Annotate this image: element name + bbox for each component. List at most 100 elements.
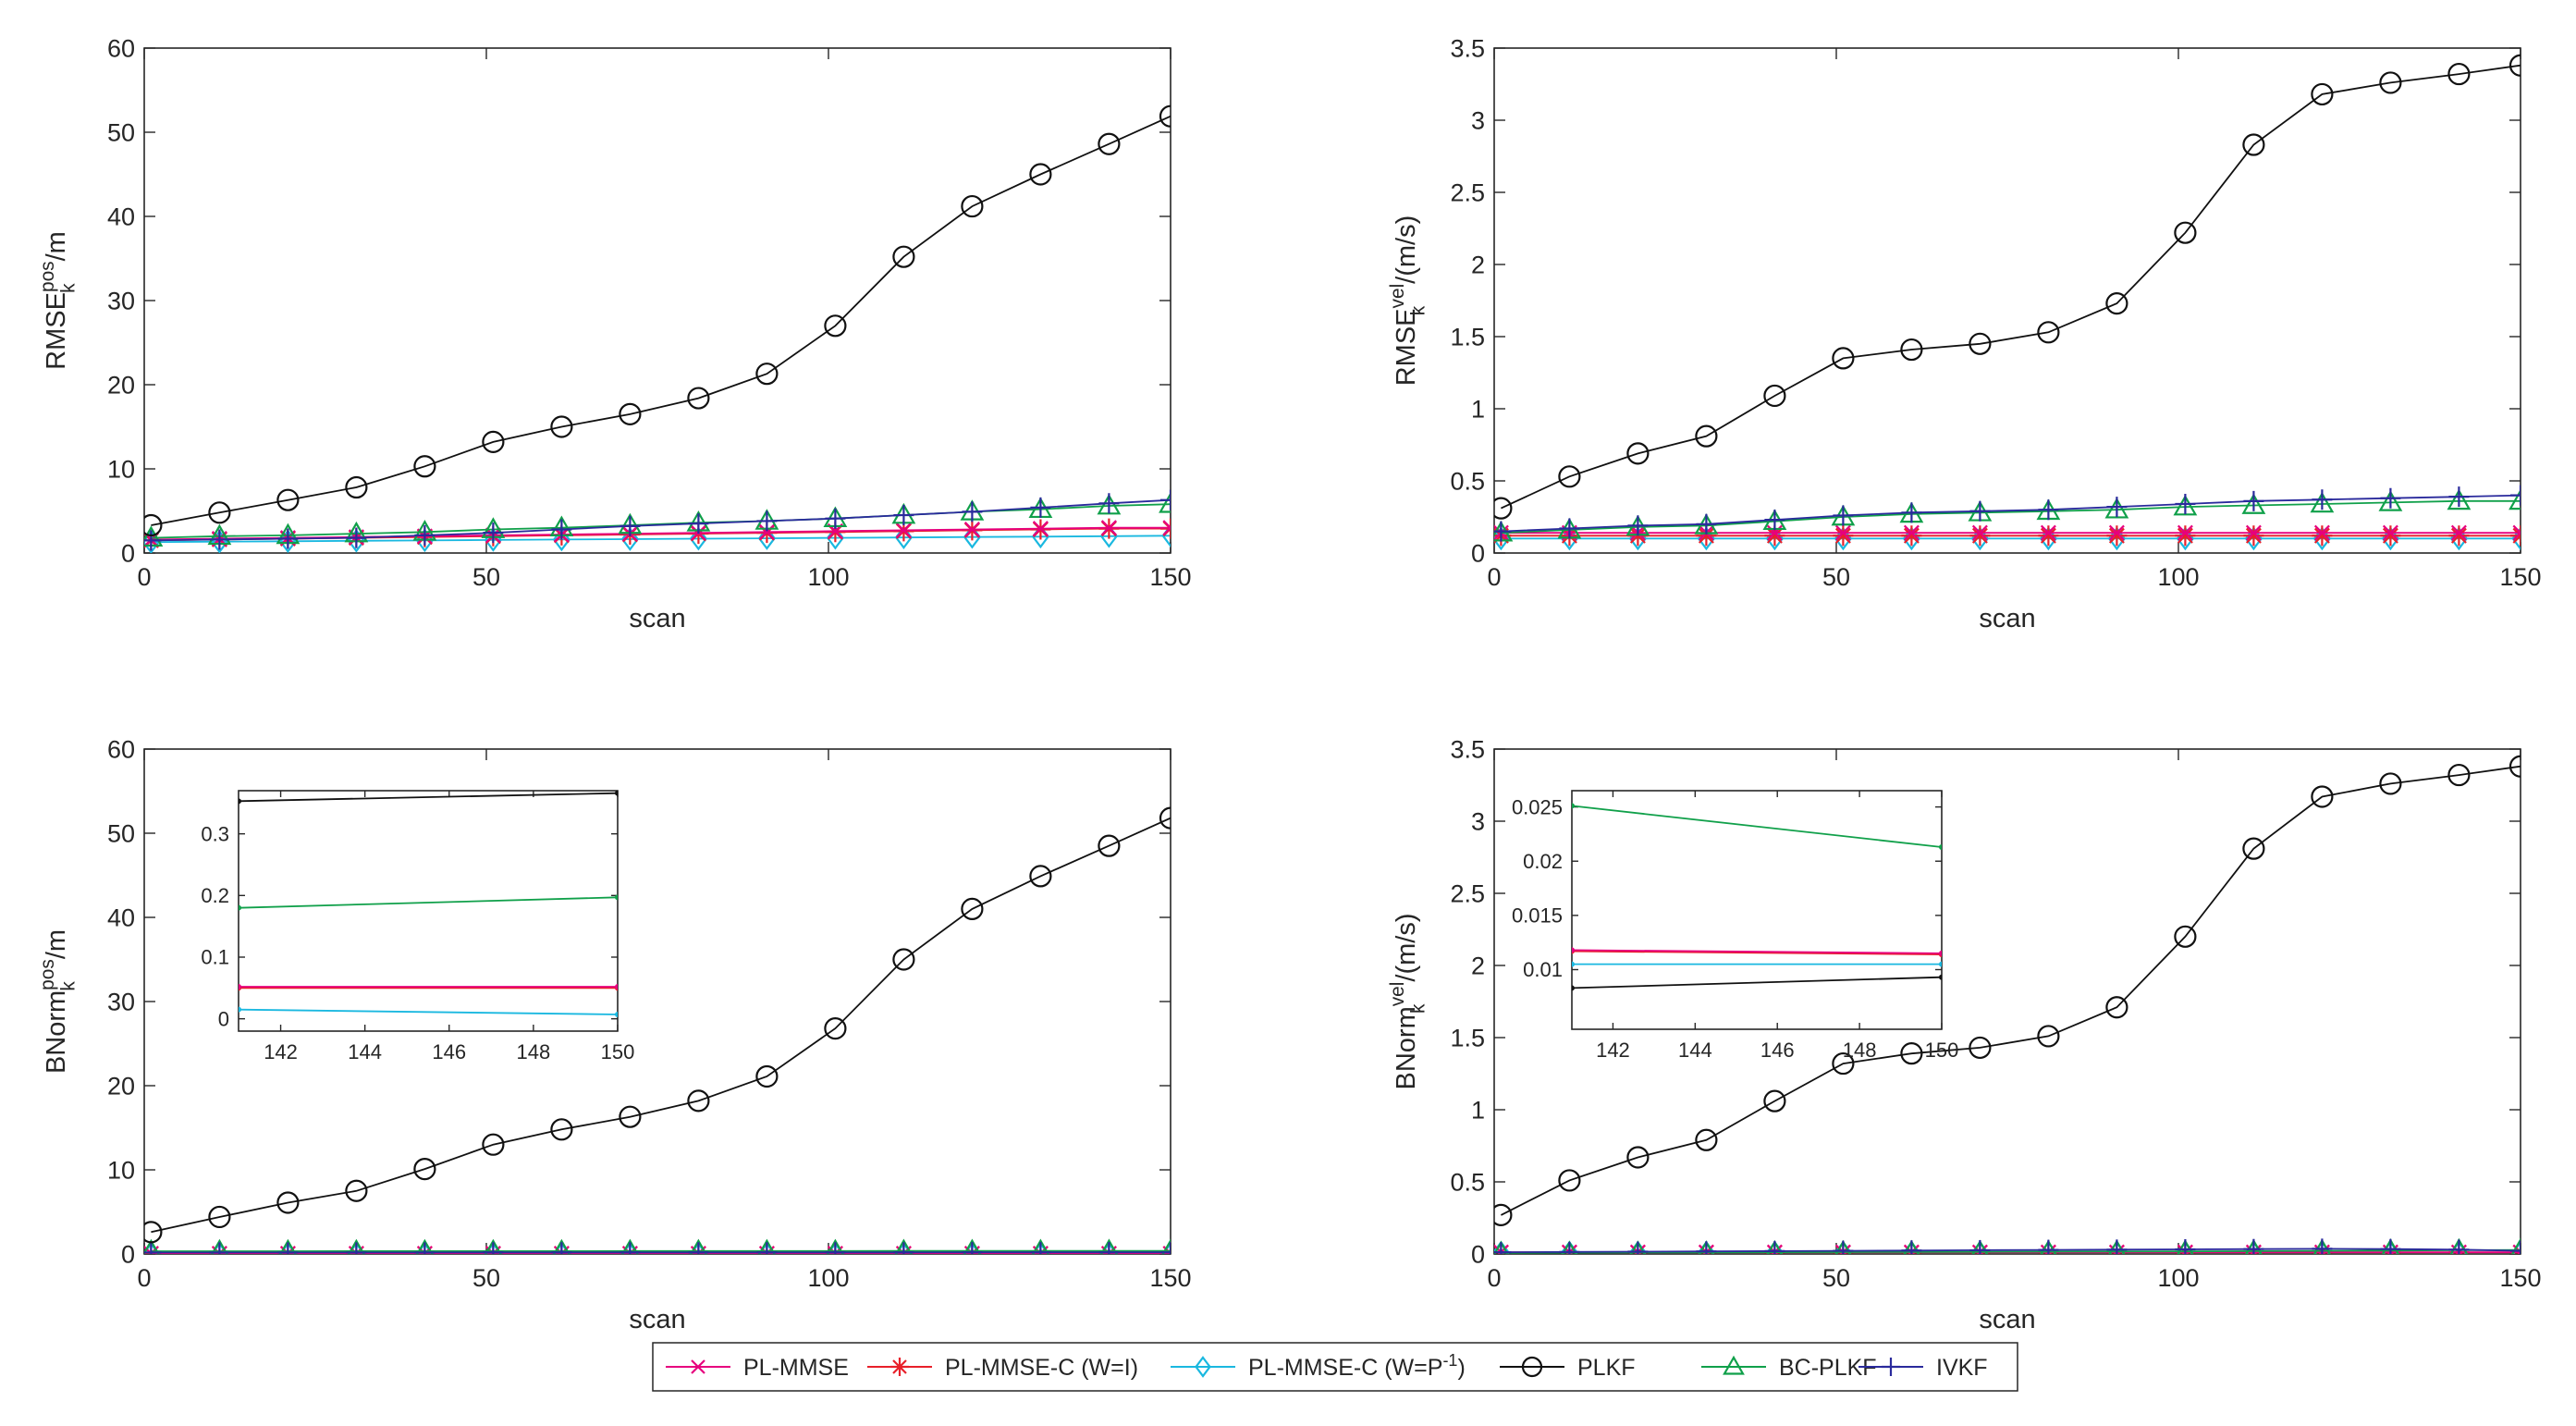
data-point: [483, 522, 504, 544]
inset-data-point: [1572, 961, 1575, 967]
data-point: [348, 1238, 365, 1254]
inset-data-point: [615, 894, 618, 901]
data-point: [1901, 525, 1922, 547]
data-point: [2510, 1237, 2521, 1254]
series-line: [1501, 1248, 2521, 1254]
data-point: [144, 513, 163, 537]
inset-x-tick-label: 148: [517, 1040, 551, 1063]
data-point: [2106, 497, 2128, 518]
data-point: [2313, 524, 2330, 541]
series-line: [151, 817, 1171, 1234]
data-point: [1695, 1128, 1718, 1151]
legend-marker-asterisk: [890, 1358, 909, 1376]
y-tick-label: 1: [1471, 395, 1485, 423]
data-point: [1560, 1240, 1579, 1254]
y-tick-label: 50: [107, 819, 135, 847]
inset-series-bc-plkf: [1572, 803, 1942, 850]
series-plkf: [144, 806, 1171, 1244]
data-point: [1159, 104, 1171, 128]
data-point: [619, 1105, 642, 1128]
data-point: [1626, 1146, 1650, 1169]
series-line: [151, 498, 1171, 542]
y-axis-label: BNormvelk/(m/s): [1387, 913, 1429, 1089]
data-point: [2105, 292, 2128, 315]
inset-data-point: [615, 984, 618, 990]
data-point: [2175, 525, 2196, 547]
inset-x-tick-label: 144: [1678, 1039, 1712, 1062]
data-point: [758, 1238, 776, 1254]
inset-data-point: [239, 904, 241, 911]
x-tick-label: 0: [1487, 1264, 1501, 1292]
data-point: [1764, 1240, 1785, 1254]
x-tick-label: 100: [2157, 1264, 2199, 1292]
data-point: [414, 524, 435, 546]
series-plkf: [144, 104, 1171, 537]
data-point: [414, 1242, 435, 1254]
data-point: [1763, 1089, 1786, 1113]
data-point: [1834, 524, 1851, 541]
data-point: [2106, 1239, 2128, 1254]
series-plkf: [1494, 755, 2521, 1226]
x-axis-label: scan: [629, 1305, 685, 1334]
y-tick-label: 0: [1471, 1240, 1485, 1268]
data-point: [1159, 492, 1171, 513]
data-point: [1695, 424, 1718, 448]
data-point: [2378, 490, 2403, 511]
data-point: [2038, 499, 2059, 521]
data-point: [619, 515, 641, 536]
y-tick-label: 3: [1471, 106, 1485, 134]
inset-axes-box: [238, 790, 619, 1032]
inset-series-pl-mmse: [1572, 947, 1942, 956]
data-point: [1159, 806, 1171, 830]
data-point: [1969, 332, 1992, 355]
data-point: [1494, 1203, 1513, 1226]
data-point: [1764, 510, 1785, 531]
y-tick-label: 0.5: [1450, 1168, 1485, 1196]
data-point: [1559, 1241, 1580, 1254]
data-point: [1494, 521, 1512, 542]
data-point: [1161, 1238, 1171, 1254]
data-point: [1627, 515, 1649, 536]
y-tick-label: 1: [1471, 1096, 1485, 1124]
data-point: [2038, 525, 2059, 547]
y-tick-label: 2.5: [1450, 178, 1485, 206]
inset-y-tick-label: 0.3: [201, 822, 229, 845]
data-point: [756, 1242, 778, 1254]
y-tick-label: 3.5: [1450, 735, 1485, 763]
series-line: [1500, 765, 2521, 1216]
data-point: [345, 475, 368, 499]
data-point: [208, 501, 231, 524]
legend-label: IVKF: [1936, 1355, 1988, 1381]
series-line: [151, 115, 1171, 526]
data-point: [211, 1238, 228, 1254]
data-point: [1833, 1240, 1854, 1254]
data-point: [144, 530, 162, 551]
inset-y-tick-label: 0: [218, 1007, 229, 1030]
data-point: [2510, 485, 2521, 506]
x-tick-label: 0: [1487, 563, 1501, 591]
y-tick-label: 0: [121, 1240, 135, 1268]
data-point: [1032, 521, 1049, 537]
data-point: [619, 1242, 641, 1254]
data-point: [1969, 500, 1991, 522]
series-plkf: [1494, 54, 2521, 520]
inset-x-tick-label: 144: [348, 1040, 382, 1063]
legend-label: PL-MMSE-C (W=I): [945, 1355, 1138, 1381]
data-point: [1969, 525, 1991, 547]
series-bc-plkf: [144, 1238, 1171, 1254]
y-tick-label: 2: [1471, 952, 1485, 979]
legend-marker-diamond: [1195, 1356, 1211, 1378]
data-point: [1558, 1169, 1581, 1192]
data-point: [758, 523, 775, 540]
x-tick-label: 50: [472, 563, 500, 591]
data-point: [2382, 524, 2398, 541]
inset-series-line: [1572, 976, 1942, 990]
data-point: [755, 1064, 779, 1088]
series-line: [1501, 1248, 2521, 1253]
data-point: [620, 527, 640, 551]
y-tick-label: 0: [121, 539, 135, 567]
data-point: [1494, 1240, 1511, 1254]
inset-data-point: [239, 798, 241, 805]
y-tick-label: 20: [107, 1072, 135, 1100]
chart-panel-3: 0 50 100 150 0 10 20 30 40 50 60 scan BNormposk/m 142…: [37, 735, 1192, 1334]
